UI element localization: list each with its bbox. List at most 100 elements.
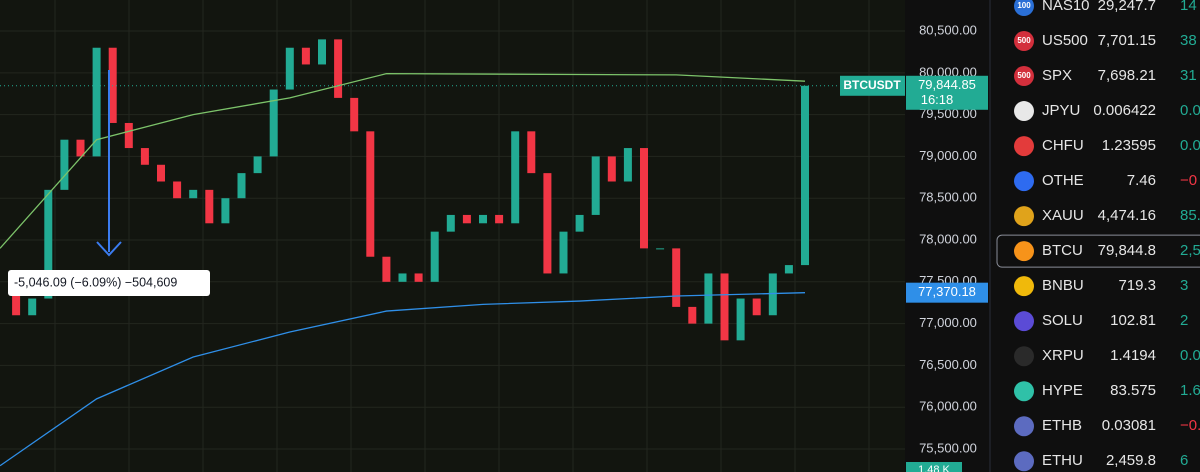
candle <box>414 273 423 282</box>
y-tick-label: 78,500.00 <box>919 190 977 205</box>
candle <box>398 273 407 282</box>
row-change: 3 <box>1180 277 1188 294</box>
ma-line <box>0 292 806 467</box>
row-price: 29,247.7 <box>1098 0 1156 14</box>
row-icon <box>1014 171 1034 192</box>
candle <box>801 85 809 266</box>
row-icon <box>1014 276 1034 297</box>
row-icon <box>1014 311 1034 332</box>
y-tick-label: 76,000.00 <box>919 399 977 414</box>
row-icon <box>1014 381 1034 402</box>
row-highlight <box>996 234 1200 268</box>
row-symbol[interactable]: CHFU <box>1042 137 1084 154</box>
candle <box>269 89 278 157</box>
y-tick-label: 75,500.00 <box>919 440 977 455</box>
candle <box>173 181 182 199</box>
candle <box>189 189 198 199</box>
row-icon <box>1014 206 1034 227</box>
y-tick-label: 79,000.00 <box>919 148 977 163</box>
candle <box>511 131 520 224</box>
candle <box>76 139 85 157</box>
candle <box>157 164 165 182</box>
row-icon <box>1014 241 1034 262</box>
candle <box>543 173 552 274</box>
candle <box>44 189 53 299</box>
symbol-box <box>840 75 905 96</box>
row-change: 85.9 <box>1180 207 1200 224</box>
ma-line <box>0 73 806 249</box>
row-change: 2 <box>1180 312 1188 329</box>
candle <box>462 214 471 224</box>
row-icon <box>1014 346 1034 367</box>
row-badge: 100 <box>1017 1 1031 10</box>
row-symbol[interactable]: ETHB <box>1042 417 1082 434</box>
row-symbol[interactable]: XRPU <box>1042 347 1084 364</box>
row-change: 2,504 <box>1180 242 1200 259</box>
row-badge: 500 <box>1017 36 1031 45</box>
candle <box>559 231 568 274</box>
candle <box>672 248 681 307</box>
row-change: −0 <box>1180 172 1197 189</box>
row-symbol[interactable]: US500 <box>1042 32 1088 49</box>
y-tick-label: 80,000.00 <box>919 64 977 79</box>
row-price: 79,844.8 <box>1098 242 1156 259</box>
row-symbol[interactable]: SPX <box>1042 67 1072 84</box>
candle <box>720 273 729 341</box>
candle <box>736 298 745 341</box>
row-icon <box>1014 66 1034 87</box>
row-price: 83.575 <box>1110 382 1156 399</box>
row-symbol[interactable]: OTHE <box>1042 172 1084 189</box>
candle <box>334 39 343 98</box>
candle <box>366 131 375 257</box>
price-label: 79,844.85 <box>918 77 976 92</box>
row-symbol[interactable]: JPYU <box>1042 102 1080 119</box>
row-price: 2,459.8 <box>1106 452 1156 469</box>
row-change: 6 <box>1180 452 1188 469</box>
row-change: −0.00 <box>1180 417 1200 434</box>
row-symbol[interactable]: ETHU <box>1042 452 1083 469</box>
candle <box>591 156 600 215</box>
row-price: 7,701.15 <box>1098 32 1156 49</box>
row-icon <box>1014 416 1034 437</box>
row-icon <box>1014 0 1034 16</box>
candle <box>301 47 310 65</box>
row-symbol[interactable]: SOLU <box>1042 312 1083 329</box>
candle <box>140 148 149 165</box>
y-tick-label: 79,500.00 <box>919 106 977 121</box>
row-icon <box>1014 451 1034 472</box>
candle <box>205 189 214 224</box>
candle <box>12 290 21 316</box>
row-icon <box>1014 101 1034 122</box>
candle <box>640 148 648 249</box>
measure-box <box>8 270 210 296</box>
row-icon <box>1014 136 1034 157</box>
candle <box>285 47 294 90</box>
row-symbol[interactable]: BTCU <box>1042 242 1083 259</box>
row-price: 1.23595 <box>1102 137 1156 154</box>
row-change: 0.005 <box>1180 137 1200 154</box>
candle <box>784 265 793 274</box>
price-box <box>906 75 988 110</box>
volume-label: 1.48 K <box>918 464 950 472</box>
row-change: 31 <box>1180 67 1197 84</box>
row-symbol[interactable]: NAS10 <box>1042 0 1090 14</box>
y-tick-label: 76,500.00 <box>919 357 977 372</box>
candle <box>607 156 616 182</box>
row-price: 1.4194 <box>1110 347 1156 364</box>
row-badge: 500 <box>1017 71 1031 80</box>
measure-label: -5,046.09 (−6.09%) −504,609 <box>14 275 177 289</box>
chart-bg <box>0 0 905 472</box>
y-tick-label: 78,000.00 <box>919 231 977 246</box>
candle <box>253 156 262 174</box>
row-symbol[interactable]: XAUU <box>1042 207 1084 224</box>
countdown: 16:18 <box>921 92 954 107</box>
candle <box>221 198 230 224</box>
candle <box>237 173 246 199</box>
row-symbol[interactable]: BNBU <box>1042 277 1084 294</box>
row-icon <box>1014 31 1034 52</box>
row-change: 38 <box>1180 32 1197 49</box>
candle <box>768 273 777 316</box>
row-symbol[interactable]: HYPE <box>1042 382 1083 399</box>
y-tick-label: 80,500.00 <box>919 22 977 37</box>
candle <box>430 231 439 282</box>
